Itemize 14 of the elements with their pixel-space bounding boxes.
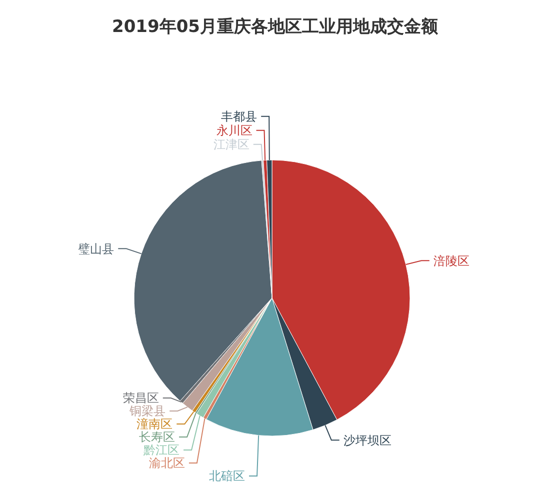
slice-label: 沙坪坝区	[343, 433, 392, 448]
slice-label: 黔江区	[142, 443, 180, 458]
chart-title: 2019年05月重庆各地区工业用地成交金额	[112, 17, 439, 37]
slice-label: 北碚区	[209, 469, 246, 484]
slice-label: 荣昌区	[122, 391, 159, 406]
slice-label: 渝北区	[148, 456, 185, 470]
slice-label: 江津区	[213, 138, 250, 152]
slice-label: 永川区	[216, 124, 252, 138]
slice-label: 涪陵区	[433, 254, 470, 268]
slice-label: 璧山县	[78, 242, 114, 256]
slice-label: 铜梁县	[128, 404, 166, 418]
slice-label: 长寿区	[139, 430, 176, 444]
slice-label: 潼南区	[136, 417, 173, 432]
slice-label: 丰都县	[221, 110, 258, 124]
